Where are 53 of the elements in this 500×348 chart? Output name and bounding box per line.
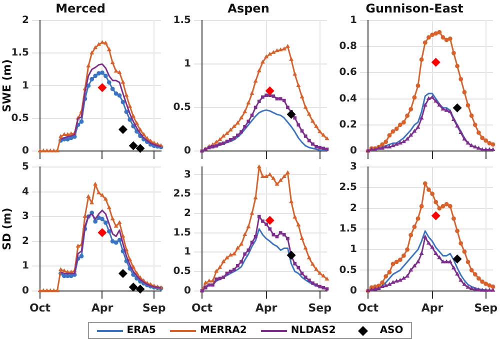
chart-title: Gunnison-East [366, 1, 464, 16]
y-tick-label: 0.6 [339, 67, 358, 78]
y-tick-label: 4 [22, 186, 30, 198]
y-tick-label: 1 [350, 14, 358, 26]
y-tick-label: 5 [22, 162, 30, 173]
y-tick-label: 0.5 [11, 112, 30, 124]
y-tick-label: 0.5 [173, 266, 192, 278]
y-axis-title: SD (m) [0, 208, 14, 250]
y-tick-label: 0.5 [339, 264, 358, 276]
x-tick-label: Oct [191, 301, 213, 314]
y-tick-label: 1.5 [339, 223, 358, 234]
x-tick-label: Sep [308, 301, 332, 314]
y-tick-label: 1.5 [11, 48, 30, 59]
y-tick-label: 0 [350, 285, 358, 296]
y-tick-label: 0.8 [339, 41, 358, 52]
y-tick-label: 3 [350, 162, 358, 173]
y-tick-label: 2.5 [173, 188, 192, 200]
y-tick-label: 0 [350, 146, 358, 157]
y-tick-label: 2 [22, 236, 30, 247]
y-tick-label: 0 [184, 146, 192, 157]
x-tick-label: Oct [357, 301, 379, 314]
y-tick-label: 0 [22, 285, 30, 296]
y-tick-label: 1.5 [173, 14, 192, 26]
x-tick-label: Sep [142, 301, 166, 314]
y-tick-label: 0.5 [173, 102, 192, 114]
chart-title: Aspen [228, 1, 270, 16]
y-tick-label: 1.5 [173, 227, 192, 238]
y-tick-label: 3 [184, 169, 192, 180]
legend-label: MERRA2 [200, 325, 247, 336]
legend-label: NLDAS2 [290, 325, 336, 336]
x-tick-label: Apr [421, 301, 444, 314]
y-tick-label: 2 [184, 208, 192, 220]
chart-title: Merced [56, 1, 106, 16]
x-tick-label: Oct [29, 301, 51, 314]
x-tick-label: Apr [255, 301, 278, 314]
y-axis-title: SWE (m) [0, 59, 14, 112]
y-tick-label: 2 [350, 202, 358, 214]
y-tick-label: 2 [22, 14, 30, 26]
y-tick-label: 3 [22, 211, 30, 222]
y-tick-label: 1 [184, 246, 192, 258]
y-tick-label: 0 [22, 146, 30, 157]
x-tick-label: Sep [474, 301, 498, 314]
legend-label: ERA5 [126, 325, 156, 336]
y-tick-label: 1 [350, 244, 358, 256]
y-tick-label: 1 [184, 58, 192, 70]
legend-label: ASO [380, 325, 404, 336]
y-tick-label: 1 [22, 80, 30, 92]
y-tick-label: 0 [184, 285, 192, 296]
y-tick-label: 2.5 [339, 182, 358, 194]
y-tick-label: 0.2 [339, 119, 358, 130]
y-tick-label: 1 [22, 260, 30, 272]
x-tick-label: Apr [91, 301, 114, 314]
y-tick-label: 0.4 [339, 93, 358, 104]
